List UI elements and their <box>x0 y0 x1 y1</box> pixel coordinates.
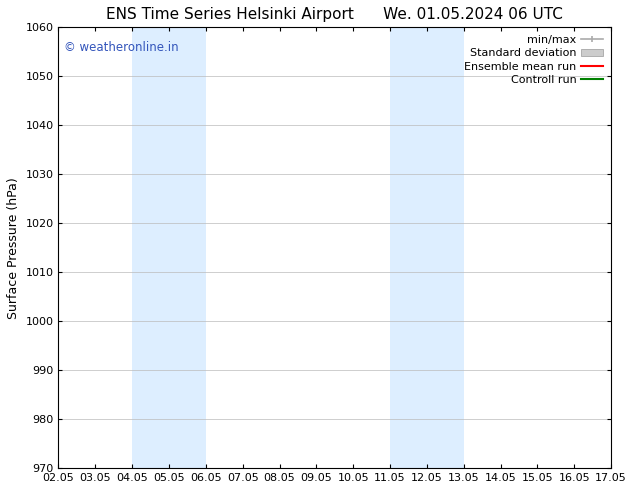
Legend: min/max, Standard deviation, Ensemble mean run, Controll run: min/max, Standard deviation, Ensemble me… <box>462 33 605 87</box>
Bar <box>132 27 206 468</box>
Y-axis label: Surface Pressure (hPa): Surface Pressure (hPa) <box>7 177 20 318</box>
Text: © weatheronline.in: © weatheronline.in <box>64 41 179 53</box>
Bar <box>390 27 464 468</box>
Title: ENS Time Series Helsinki Airport      We. 01.05.2024 06 UTC: ENS Time Series Helsinki Airport We. 01.… <box>107 7 563 22</box>
